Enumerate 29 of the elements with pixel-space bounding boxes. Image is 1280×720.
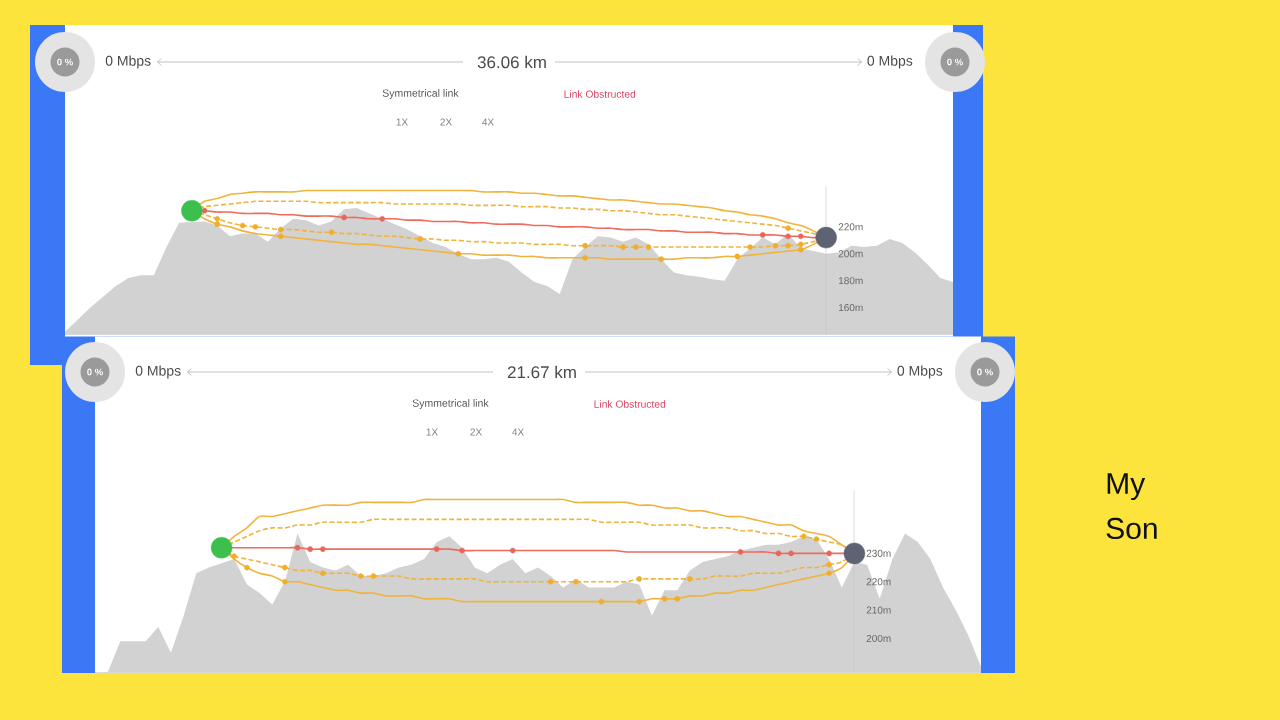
text: 0 % [947, 58, 963, 66]
y-tick-label: 200m [866, 634, 891, 642]
text: 0 Mbps [867, 55, 913, 69]
y-tick-label: 220m [838, 223, 863, 231]
text: Symmetrical link [382, 89, 459, 99]
text: 0 % [977, 368, 993, 376]
text: 1X [426, 428, 438, 436]
text: 0 % [87, 368, 103, 376]
text: 2X [440, 118, 452, 126]
text: 0 % [57, 58, 73, 66]
text: 4X [512, 428, 524, 436]
text: Link Obstructed [594, 400, 666, 408]
y-tick-label: 180m [838, 277, 863, 285]
text: 21.67 km [507, 365, 576, 379]
text: My Son [1106, 473, 1157, 540]
y-tick-label: 160m [838, 304, 863, 312]
text: Symmetrical link [412, 399, 489, 409]
text: 0 Mbps [135, 365, 181, 379]
text: 36.06 km [477, 55, 546, 69]
text: 1X [396, 118, 408, 126]
text: 2X [470, 428, 482, 436]
y-tick-label: 220m [866, 578, 891, 586]
y-tick-label: 230m [866, 549, 891, 557]
y-tick-label: 200m [838, 250, 863, 258]
text: 0 Mbps [897, 365, 943, 379]
text: 0 Mbps [105, 55, 151, 69]
text: 4X [482, 118, 494, 126]
text: Link Obstructed [564, 90, 636, 98]
y-tick-label: 210m [866, 606, 891, 614]
